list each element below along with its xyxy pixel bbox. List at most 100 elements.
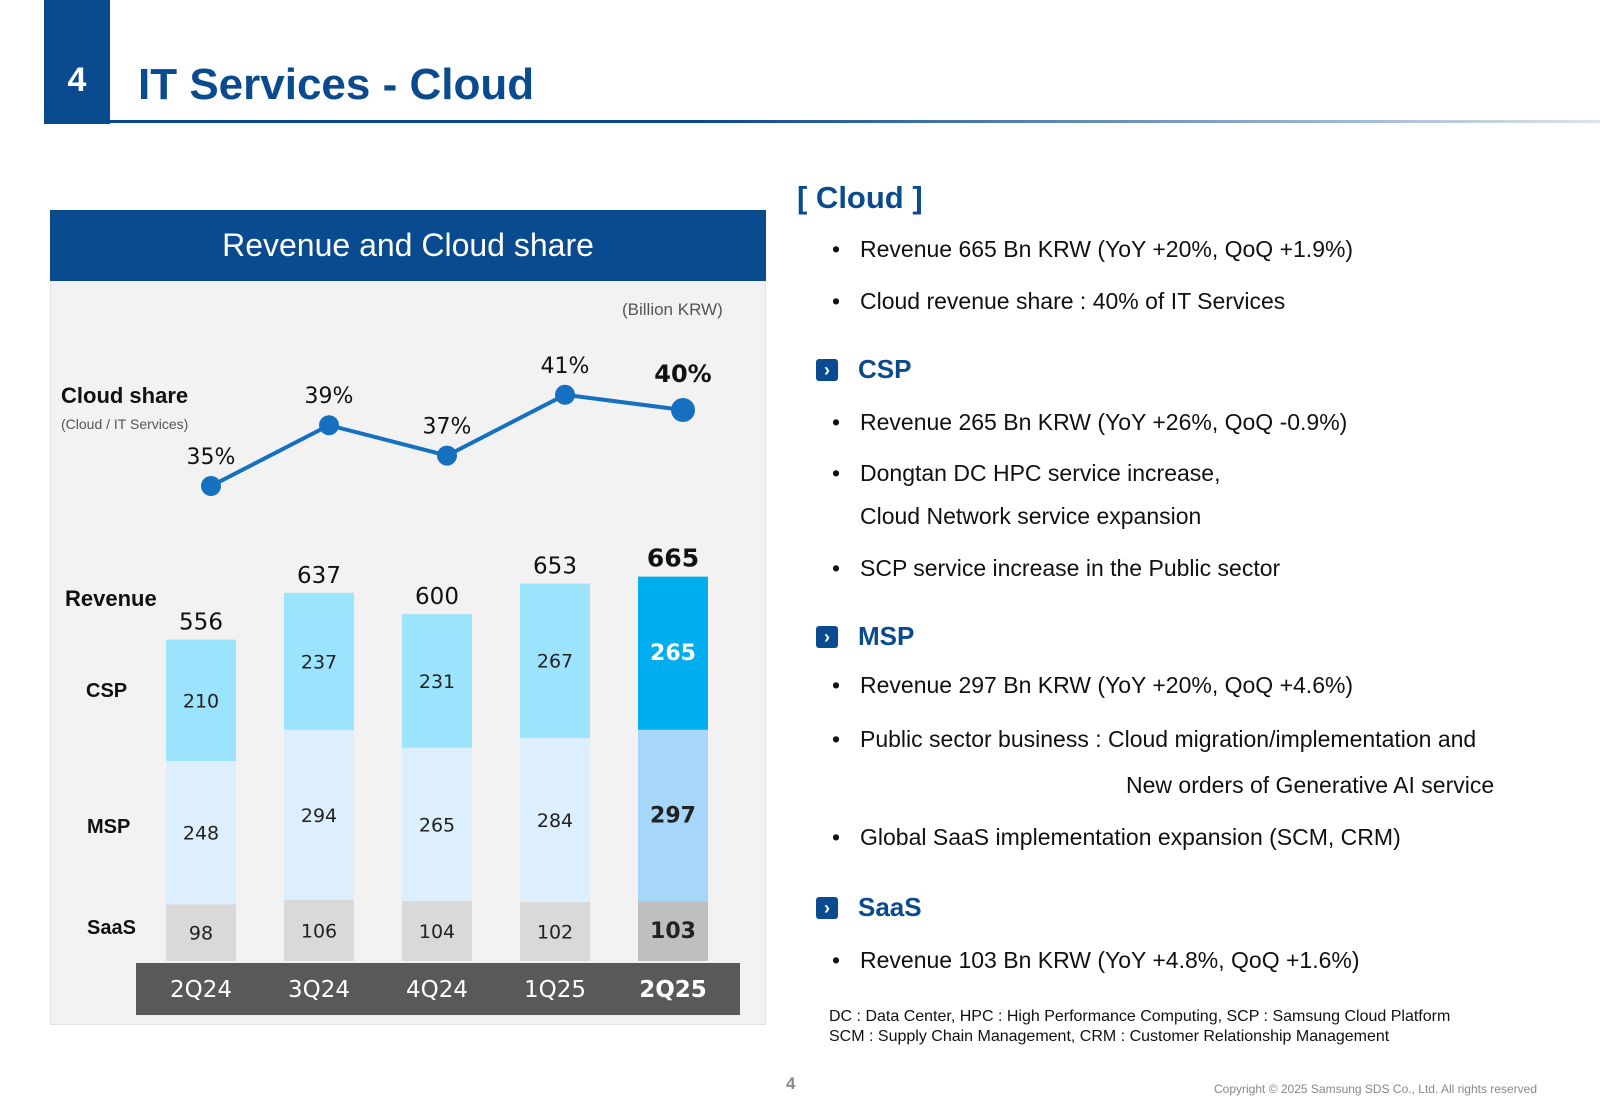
saas-heading-text: SaaS xyxy=(858,892,922,922)
category-label: 3Q24 xyxy=(288,977,350,1003)
bullet-dot: • xyxy=(832,672,841,698)
bullet-text: Global SaaS implementation expansion (SC… xyxy=(860,824,1401,850)
revenue-cloud-share-chart: 98 248 210 556 2Q24 106 294 237 637 3Q24 104 265 231… xyxy=(136,354,740,1015)
bullet-dot: • xyxy=(832,555,841,581)
total-label: 665 xyxy=(647,544,699,573)
csp-bullet: • Dongtan DC HPC service increase, xyxy=(832,460,1220,487)
cloud-share-label: 37% xyxy=(423,415,472,440)
saas-heading: › SaaS xyxy=(816,892,922,923)
csp-heading-text: CSP xyxy=(858,354,912,384)
cloud-share-point xyxy=(671,398,695,422)
msp-bullet: • Revenue 297 Bn KRW (YoY +20%, QoQ +4.6%… xyxy=(832,672,1353,699)
csp-heading: › CSP xyxy=(816,354,911,385)
data-label-csp: 231 xyxy=(419,671,455,693)
footnote: SCM : Supply Chain Management, CRM : Cus… xyxy=(829,1028,1390,1045)
bullet-text: Revenue 297 Bn KRW (YoY +20%, QoQ +4.6%) xyxy=(860,672,1354,698)
bullet-dot: • xyxy=(832,460,841,486)
cloud-share-line xyxy=(210,392,684,488)
category-axis-band xyxy=(136,963,740,1015)
bullet-dot: • xyxy=(832,726,841,752)
bar-saas-2Q25 xyxy=(638,901,708,961)
data-label-saas: 106 xyxy=(301,920,337,942)
data-label-csp: 237 xyxy=(301,651,337,673)
revenue-label: Revenue xyxy=(65,586,157,611)
data-label-msp: 265 xyxy=(419,814,455,836)
cloud-share-point xyxy=(555,384,575,405)
cloud-share-label: 35% xyxy=(187,445,236,470)
msp-bullet-continuation: New orders of Generative AI service xyxy=(1126,772,1495,798)
data-label-saas: 98 xyxy=(189,923,213,945)
bar-msp-2Q25 xyxy=(638,729,708,902)
cloud-share-label: 41% xyxy=(541,354,590,379)
bar-msp-4Q24 xyxy=(402,747,472,901)
msp-heading: › MSP xyxy=(816,621,914,652)
bar-msp-2Q24 xyxy=(166,761,236,905)
segment-label-csp: CSP xyxy=(86,680,128,702)
total-label: 637 xyxy=(297,563,341,589)
bar-csp-4Q24 xyxy=(402,614,472,748)
bar-saas-1Q25 xyxy=(520,902,590,961)
total-label: 556 xyxy=(179,610,223,636)
data-label-saas: 104 xyxy=(419,921,455,943)
chevron-right-icon: › xyxy=(816,358,838,381)
total-label: 600 xyxy=(415,584,459,610)
cloud-share-point xyxy=(201,476,221,496)
page-title: IT Services - Cloud xyxy=(138,60,535,109)
cloud-share-label: Cloud share xyxy=(61,383,189,408)
bullet-dot: • xyxy=(832,947,841,973)
data-label-csp: 265 xyxy=(650,641,696,666)
page-number: 4 xyxy=(786,1074,796,1093)
cloud-bullet: • Cloud revenue share : 40% of IT Service… xyxy=(832,288,1285,315)
data-label-saas: 102 xyxy=(537,922,573,944)
header-divider xyxy=(110,120,1600,123)
bullet-dot: • xyxy=(832,824,841,850)
category-label: 2Q25 xyxy=(639,977,707,1003)
category-label: 2Q24 xyxy=(170,977,232,1003)
data-label-saas: 103 xyxy=(650,919,696,944)
bar-csp-2Q24 xyxy=(166,639,236,762)
data-label-csp: 267 xyxy=(537,651,573,673)
csp-bullet: • SCP service increase in the Public sect… xyxy=(832,555,1280,582)
chevron-right-icon: › xyxy=(816,625,838,648)
section-number: 4 xyxy=(44,0,110,124)
cloud-share-label: 39% xyxy=(305,384,354,409)
cloud-bullet: • Revenue 665 Bn KRW (YoY +20%, QoQ +1.9%… xyxy=(832,236,1353,263)
bar-msp-3Q24 xyxy=(284,729,354,900)
bullet-text: Revenue 103 Bn KRW (YoY +4.8%, QoQ +1.6%… xyxy=(860,947,1360,973)
cloud-share-label: 40% xyxy=(654,360,711,388)
csp-bullet: • Revenue 265 Bn KRW (YoY +26%, QoQ -0.9%… xyxy=(832,409,1347,436)
saas-bullet: • Revenue 103 Bn KRW (YoY +4.8%, QoQ +1.6… xyxy=(832,947,1360,974)
chart-panel: 98 248 210 556 2Q24 106 294 237 637 3Q24 104 265 231… xyxy=(50,210,766,1025)
bullet-dot: • xyxy=(832,236,841,262)
msp-bullet: • Global SaaS implementation expansion (S… xyxy=(832,824,1401,851)
category-label: 1Q25 xyxy=(524,977,586,1003)
bullet-text: Revenue 665 Bn KRW (YoY +20%, QoQ +1.9%) xyxy=(860,236,1354,262)
bar-csp-1Q25 xyxy=(520,583,590,738)
data-label-csp: 210 xyxy=(183,690,219,712)
segment-label-msp: MSP xyxy=(87,816,131,838)
bar-msp-1Q25 xyxy=(520,737,590,903)
csp-bullet-continuation: Cloud Network service expansion xyxy=(860,503,1202,529)
cloud-share-point xyxy=(437,445,457,466)
data-label-msp: 284 xyxy=(537,810,573,832)
chart-unit: (Billion KRW) xyxy=(622,300,723,319)
copyright: Copyright © 2025 Samsung SDS Co., Ltd. A… xyxy=(1214,1082,1537,1096)
bullet-text: Public sector business : Cloud migration… xyxy=(860,726,1477,752)
data-label-msp: 248 xyxy=(183,823,219,845)
footnote: DC : Data Center, HPC : High Performance… xyxy=(829,1008,1451,1025)
cloud-share-point xyxy=(319,415,339,436)
bullet-text: Dongtan DC HPC service increase, xyxy=(860,460,1221,486)
cloud-heading: [ Cloud ] xyxy=(797,180,923,215)
bullet-dot: • xyxy=(832,409,841,435)
bar-saas-3Q24 xyxy=(284,899,354,961)
bar-saas-2Q24 xyxy=(166,904,236,961)
segment-label-saas: SaaS xyxy=(87,917,136,939)
bar-csp-3Q24 xyxy=(284,592,354,730)
bullet-text: Cloud revenue share : 40% of IT Services xyxy=(860,288,1286,314)
data-label-msp: 297 xyxy=(650,804,696,829)
msp-heading-text: MSP xyxy=(858,621,915,651)
bullet-text: Revenue 265 Bn KRW (YoY +26%, QoQ -0.9%) xyxy=(860,409,1348,435)
chart-title: Revenue and Cloud share xyxy=(50,210,766,281)
bullet-dot: • xyxy=(832,288,841,314)
bar-saas-4Q24 xyxy=(402,900,472,961)
